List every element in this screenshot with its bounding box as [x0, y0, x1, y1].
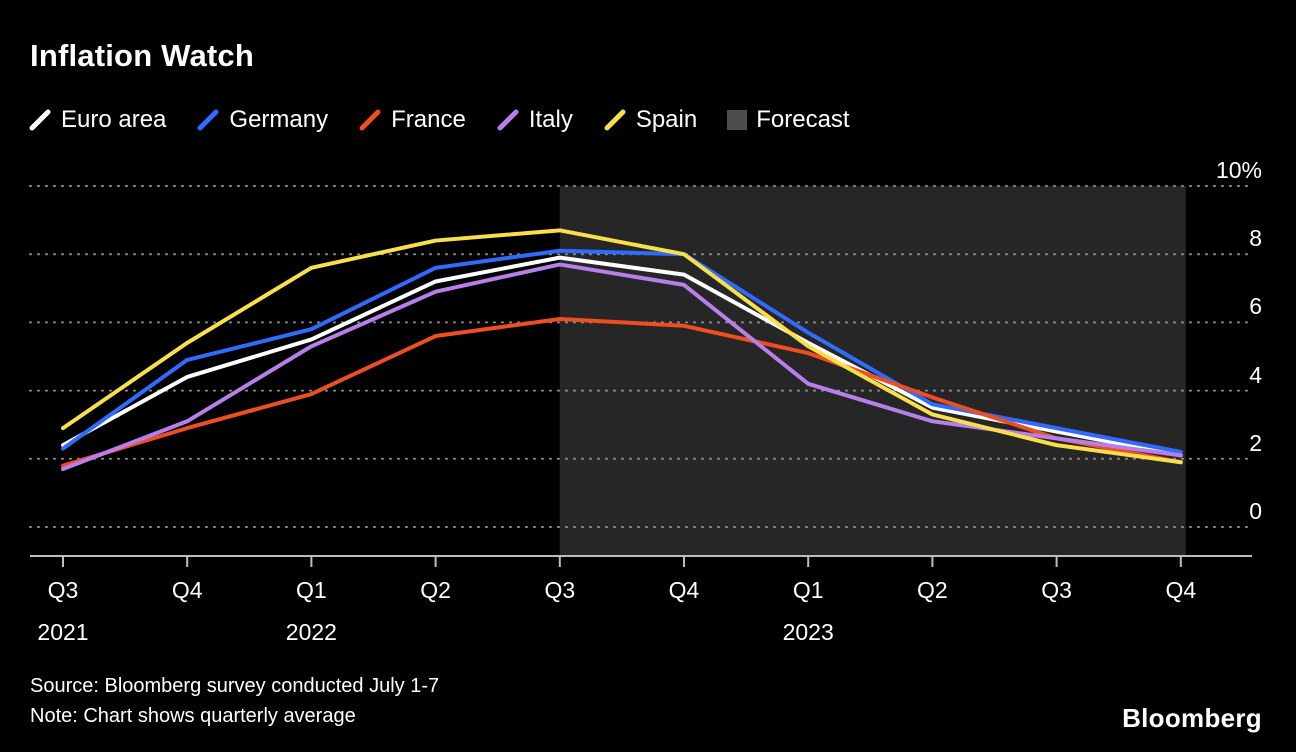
x-axis-label-q2-2023: Q2: [917, 577, 948, 603]
chart-legend: Euro area Germany France Italy Spain For…: [28, 106, 850, 134]
source-text: Source: Bloomberg survey conducted July …: [30, 675, 440, 697]
y-axis-label-4: 4: [1249, 361, 1262, 388]
spain-line-swatch-icon: [604, 109, 626, 131]
italy-line-swatch-icon: [497, 109, 519, 131]
bloomberg-logo: Bloomberg: [1122, 703, 1262, 733]
x-axis-year-2022: 2022: [285, 619, 337, 645]
note-text: Note: Chart shows quarterly average: [30, 705, 356, 727]
x-axis-label-q3-2023: Q3: [1041, 577, 1072, 603]
page-title: Inflation Watch: [30, 38, 254, 73]
legend-label: Euro area: [61, 106, 167, 133]
y-axis-label-0: 0: [1249, 498, 1262, 524]
forecast-square-swatch-icon: [727, 110, 748, 130]
legend-label: France: [391, 106, 466, 133]
x-axis-label-q1-2023: Q1: [792, 577, 824, 603]
legend-item-italy: Italy: [496, 106, 573, 134]
x-axis-label-q4-2021: Q4: [171, 577, 203, 603]
x-axis-label-q3-2022: Q3: [544, 577, 576, 603]
legend-label: Forecast: [756, 106, 850, 133]
legend-item-forecast: Forecast: [727, 106, 850, 134]
y-axis-label-8: 8: [1249, 225, 1262, 252]
y-axis-label-2: 2: [1249, 429, 1262, 456]
legend-label: Italy: [528, 106, 573, 133]
legend-item-france: France: [358, 106, 466, 134]
x-axis-year-2023: 2023: [782, 619, 834, 645]
x-axis-label-q4-2022: Q4: [668, 577, 700, 603]
germany-line-swatch-icon: [197, 109, 219, 131]
y-axis-label-6: 6: [1249, 293, 1262, 320]
x-axis-label-q4-2023: Q4: [1165, 577, 1197, 603]
legend-label: Spain: [635, 106, 698, 133]
series-line-france: [61, 316, 1183, 468]
x-axis-label-q3-2021: Q3: [47, 577, 79, 603]
legend-label: Germany: [229, 106, 329, 133]
euro-area-line-swatch-icon: [29, 109, 51, 131]
legend-item-germany: Germany: [196, 106, 328, 134]
legend-item-spain: Spain: [603, 106, 697, 134]
france-line-swatch-icon: [359, 109, 381, 131]
x-axis-label-q1-2022: Q1: [296, 577, 327, 603]
y-axis-label-10: 10%: [1215, 157, 1262, 183]
legend-item-euro-area: Euro area: [28, 106, 166, 134]
x-axis-label-q2-2022: Q2: [420, 577, 451, 603]
chart-footnotes: Source: Bloomberg survey conducted July …: [30, 671, 439, 731]
series-line-spain: [61, 228, 1183, 465]
x-axis-year-2021: 2021: [37, 619, 89, 645]
